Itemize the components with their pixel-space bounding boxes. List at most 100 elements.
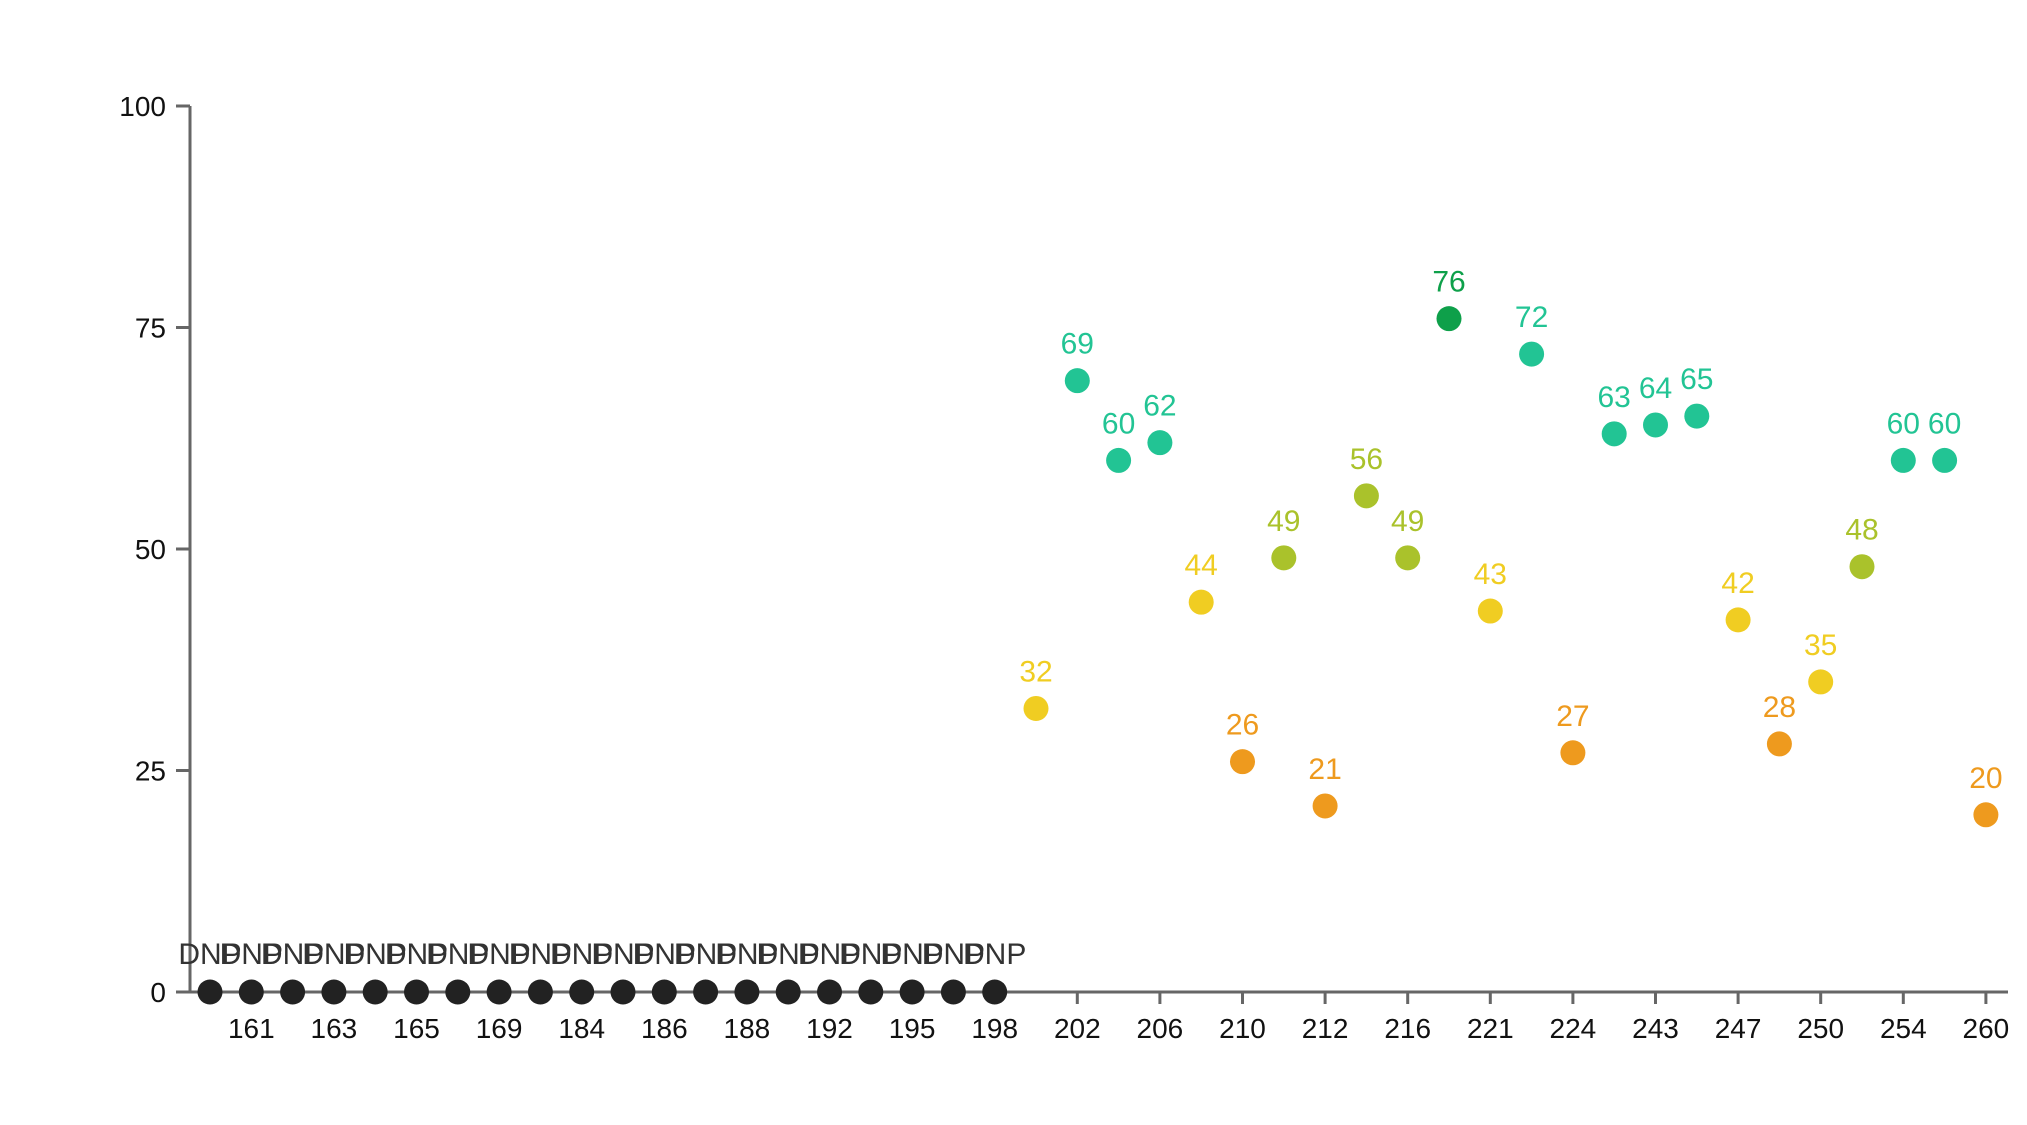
point-label: DNP — [839, 938, 902, 971]
data-point — [1601, 421, 1627, 447]
data-point — [527, 979, 553, 1005]
point-label: DNP — [633, 938, 696, 971]
point-label: 28 — [1763, 691, 1796, 724]
x-tick-label: 184 — [558, 1013, 605, 1044]
x-ticks: 161 163 165 169 184 186 188 192 195 198 202 206 210 2… — [228, 992, 2009, 1044]
data-point — [817, 979, 842, 1005]
y-tick: 0 — [150, 977, 190, 1008]
data-point — [1395, 545, 1421, 571]
point-label: 43 — [1474, 558, 1507, 591]
point-label: DNP — [302, 938, 365, 971]
point-label: DNP — [880, 938, 943, 971]
y-tick: 100 — [119, 91, 190, 122]
point-label: 32 — [1019, 655, 1052, 688]
point-label: DNP — [426, 938, 489, 971]
x-tick-label: 165 — [393, 1013, 440, 1044]
point-label: 48 — [1845, 514, 1878, 547]
data-point — [899, 979, 925, 1005]
point-label: 44 — [1185, 549, 1218, 582]
data-point — [197, 979, 223, 1005]
point-label: 65 — [1680, 363, 1713, 396]
y-tick: 75 — [135, 313, 190, 344]
data-point — [610, 979, 636, 1005]
data-point — [1808, 669, 1834, 695]
x-tick-label: 260 — [1963, 1013, 2010, 1044]
data-point — [1643, 412, 1668, 438]
point-label: 49 — [1391, 505, 1424, 538]
point-label: 35 — [1804, 629, 1837, 662]
point-label: 26 — [1226, 709, 1259, 742]
data-point — [1106, 447, 1132, 473]
y-ticks: 0 25 50 75 100 — [119, 91, 190, 1008]
data-point — [321, 979, 347, 1005]
point-label: DNP — [591, 938, 654, 971]
point-label: DNP — [674, 938, 737, 971]
point-label: DNP — [922, 938, 985, 971]
x-tick-label: 221 — [1467, 1013, 1514, 1044]
data-point — [1147, 430, 1173, 456]
x-tick-label: 161 — [228, 1013, 275, 1044]
data-point — [651, 979, 677, 1005]
point-label: DNP — [509, 938, 572, 971]
data-point — [1312, 793, 1338, 819]
point-label: DNP — [261, 938, 324, 971]
data-point — [1477, 598, 1503, 624]
x-tick-label: 216 — [1384, 1013, 1431, 1044]
x-tick-label: 188 — [724, 1013, 771, 1044]
point-label: DNP — [220, 938, 283, 971]
data-point — [1684, 403, 1710, 429]
point-label: 76 — [1432, 266, 1465, 299]
data-point — [362, 979, 388, 1005]
y-tick: 50 — [135, 534, 190, 565]
x-tick-label: 247 — [1715, 1013, 1762, 1044]
x-tick-label: 202 — [1054, 1013, 1101, 1044]
x-tick-label: 198 — [971, 1013, 1018, 1044]
point-label: DNP — [757, 938, 820, 971]
point-label: 60 — [1102, 407, 1135, 440]
x-tick-label: 212 — [1302, 1013, 1349, 1044]
data-point — [1890, 447, 1916, 473]
data-points — [197, 306, 1999, 1005]
x-tick-label: 243 — [1632, 1013, 1679, 1044]
point-label: 64 — [1639, 372, 1672, 405]
y-tick-label: 75 — [135, 313, 166, 344]
data-point — [404, 979, 429, 1005]
x-tick-label: 186 — [641, 1013, 688, 1044]
x-tick-label: 192 — [806, 1013, 853, 1044]
data-point — [734, 979, 760, 1005]
point-label: 60 — [1928, 407, 1961, 440]
point-label: 72 — [1515, 301, 1548, 334]
x-tick-label: 206 — [1137, 1013, 1184, 1044]
y-tick: 25 — [135, 756, 190, 787]
axes — [188, 106, 2008, 994]
point-label: 56 — [1350, 443, 1383, 476]
y-tick-label: 0 — [150, 977, 166, 1008]
point-label: 27 — [1556, 700, 1589, 733]
point-label: DNP — [550, 938, 613, 971]
x-tick-label: 210 — [1219, 1013, 1266, 1044]
y-tick-label: 100 — [119, 91, 166, 122]
data-point — [775, 979, 801, 1005]
point-labels: DNPDNPDNPDNPDNPDNPDNPDNPDNPDNPDNPDNPDNPD… — [178, 266, 2002, 971]
data-point — [1519, 341, 1545, 367]
point-label: DNP — [798, 938, 861, 971]
data-point — [445, 979, 471, 1005]
y-tick-label: 25 — [135, 756, 166, 787]
point-label: 20 — [1969, 762, 2002, 795]
point-label: DNP — [344, 938, 407, 971]
point-label: 49 — [1267, 505, 1300, 538]
x-tick-label: 195 — [889, 1013, 936, 1044]
data-point — [1932, 447, 1958, 473]
x-tick-label: 169 — [476, 1013, 523, 1044]
point-label: 69 — [1061, 328, 1094, 361]
x-tick-label: 163 — [311, 1013, 358, 1044]
data-point — [1188, 589, 1214, 615]
point-label: 63 — [1598, 381, 1631, 414]
point-label: 21 — [1308, 753, 1341, 786]
data-point — [1023, 695, 1049, 721]
data-point — [693, 979, 719, 1005]
data-point — [1973, 802, 1999, 828]
data-point — [238, 979, 264, 1005]
point-label: DNP — [178, 938, 241, 971]
